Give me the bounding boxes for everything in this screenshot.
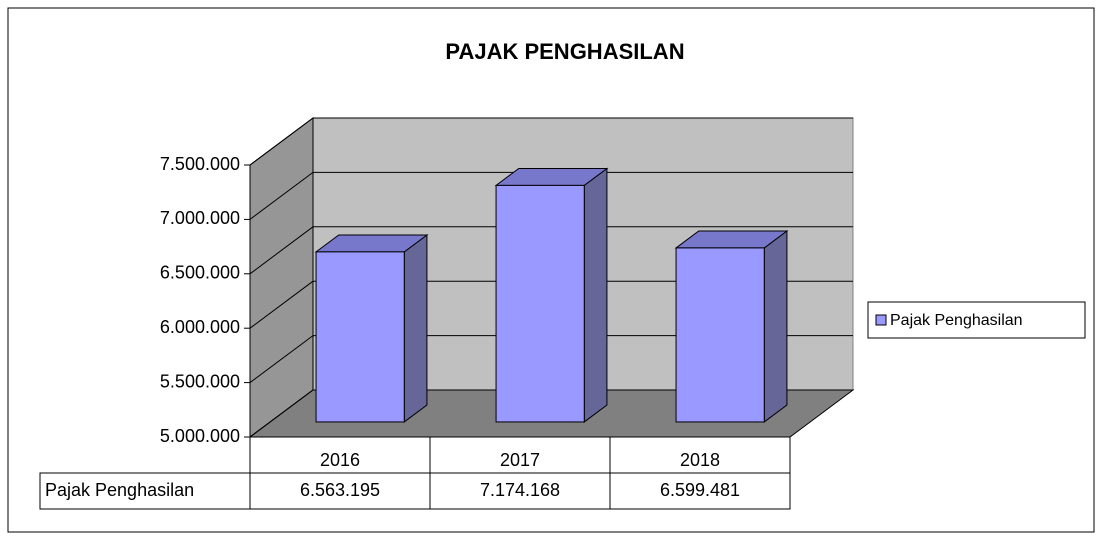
y-tick-label: 7.000.000: [160, 208, 240, 228]
grid-line: [249, 389, 314, 438]
bar-side: [763, 230, 788, 423]
bar-side: [583, 167, 608, 423]
x-tick-label: 2018: [680, 450, 720, 470]
grid-line: [249, 117, 314, 166]
grid-line: [249, 280, 314, 329]
grid-line: [249, 171, 314, 220]
y-tick-label: 5.500.000: [160, 371, 240, 391]
table-value: 7.174.168: [480, 480, 560, 500]
table-value: 6.563.195: [300, 480, 380, 500]
bar: [315, 251, 405, 423]
legend-label: Pajak Penghasilan: [890, 312, 1023, 329]
x-tick-label: 2017: [500, 450, 540, 470]
y-tick-label: 6.000.000: [160, 317, 240, 337]
table-cell: [39, 472, 251, 510]
bar: [675, 247, 765, 423]
legend-box: [867, 301, 1086, 339]
bar-side: [403, 233, 428, 423]
y-tick-label: 5.000.000: [160, 426, 240, 446]
grid-line: [249, 226, 314, 275]
table-cell: [609, 472, 791, 510]
y-tick-label: 7.500.000: [160, 154, 240, 174]
side-wall: [249, 117, 314, 438]
grid-line: [249, 335, 314, 384]
legend-swatch: [875, 314, 887, 326]
y-tick-label: 6.500.000: [160, 263, 240, 283]
x-tick-label: 2016: [320, 450, 360, 470]
bar: [495, 184, 585, 423]
chart-title: PAJAK PENGHASILAN: [445, 39, 684, 64]
table-value: 6.599.481: [660, 480, 740, 500]
table-row-label: Pajak Penghasilan: [45, 480, 194, 500]
